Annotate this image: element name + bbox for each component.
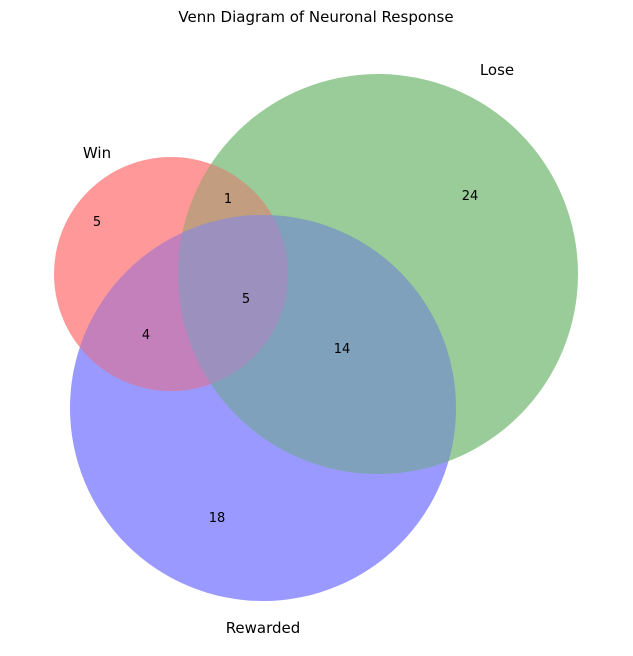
lose-rewarded-overlap (178, 215, 456, 474)
region-rewarded-only: 18 (209, 511, 226, 526)
region-win-lose: 1 (224, 192, 232, 207)
set-label-win: Win (83, 144, 111, 162)
chart-title: Venn Diagram of Neuronal Response (178, 8, 453, 26)
region-lose-only: 24 (462, 189, 479, 204)
win-rewarded-overlap (70, 215, 288, 391)
region-lose-rewarded: 14 (334, 342, 351, 357)
set-label-rewarded: Rewarded (226, 619, 301, 637)
region-win-rewarded: 4 (142, 328, 150, 343)
region-win-only: 5 (93, 215, 101, 230)
region-all-three: 5 (242, 292, 250, 307)
set-label-lose: Lose (480, 61, 514, 79)
venn-circles (54, 74, 578, 601)
